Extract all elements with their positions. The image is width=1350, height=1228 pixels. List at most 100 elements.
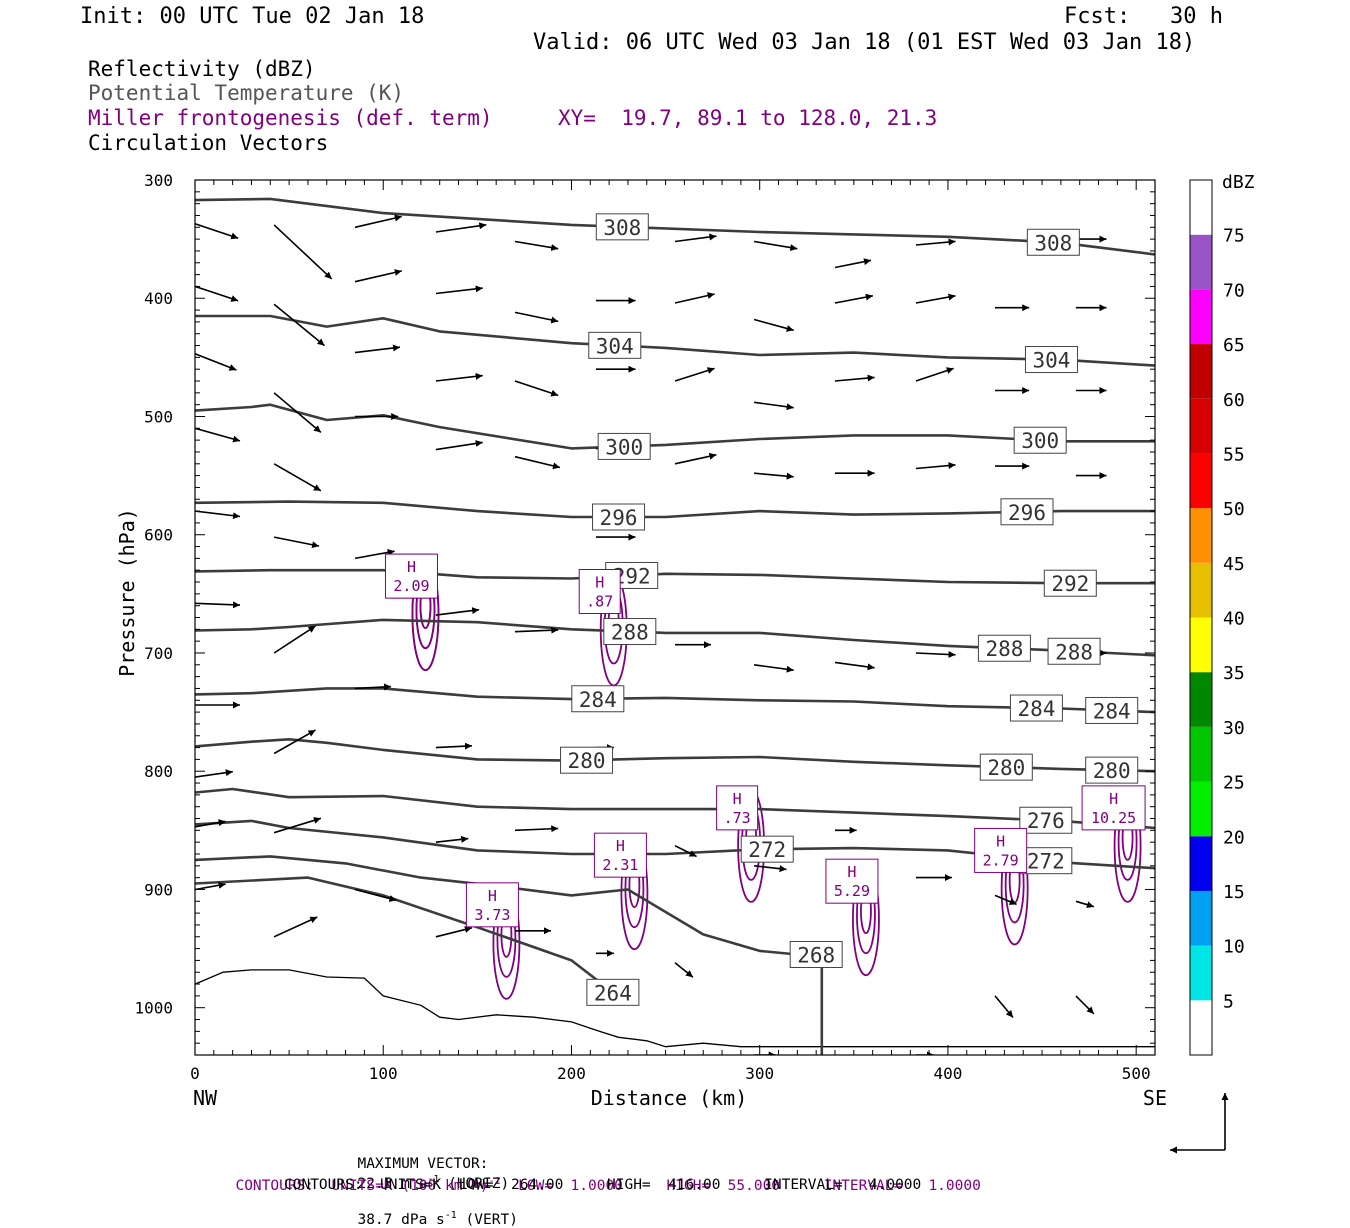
colorbar-frame — [1189, 179, 1213, 1056]
circulation-vector — [435, 285, 483, 295]
legend-circulation-vectors: Circulation Vectors — [88, 131, 329, 155]
theta-label-box — [1043, 569, 1097, 597]
theta-contour-label: 272 — [748, 838, 786, 862]
theta-contour-label: 296 — [1008, 501, 1046, 525]
terrain-line — [195, 969, 1155, 1048]
circulation-vector — [273, 224, 333, 280]
theta-label-box — [1019, 806, 1073, 834]
circulation-vector — [753, 318, 794, 332]
contour-units-exp: -1 — [488, 1176, 501, 1187]
circulation-vector — [354, 683, 392, 691]
theta-contour-296 — [195, 500, 1155, 519]
frontogenesis-max-h: H — [847, 863, 856, 881]
colorbar-segment — [1190, 1000, 1212, 1055]
forecast-hour: Fcst: 30 h — [1064, 4, 1223, 29]
circulation-vector — [195, 427, 241, 443]
theta-contour-264 — [195, 876, 614, 994]
circulation-vector — [514, 240, 559, 252]
frontogenesis-max-h: H — [1109, 790, 1118, 808]
legend-reflectivity: Reflectivity (dBZ) — [88, 57, 316, 81]
circulation-vector — [753, 664, 794, 673]
circulation-vector — [354, 888, 397, 902]
theta-contour-label: 288 — [611, 621, 649, 645]
circulation-vector — [834, 293, 873, 304]
frontogenesis-max-box — [593, 832, 647, 878]
theta-label-box — [1026, 228, 1080, 256]
max-horiz-unit: (HORIZ) — [439, 1175, 510, 1192]
circulation-vector — [273, 536, 320, 549]
circulation-vector — [195, 881, 226, 891]
colorbar-tick-label: 45 — [1223, 554, 1245, 575]
colorbar-segment — [1190, 945, 1212, 1001]
circulation-vector — [994, 995, 1014, 1019]
y-tick-label: 700 — [144, 644, 173, 663]
theta-contour-label: 284 — [1017, 697, 1055, 721]
frontogenesis-max-box — [825, 858, 879, 904]
theta-label-box — [979, 753, 1033, 781]
legend-miller-frontogenesis: Miller frontogenesis (def. term) — [88, 106, 493, 130]
theta-label-box — [977, 634, 1031, 662]
circulation-vector — [834, 258, 872, 269]
circulation-vector — [435, 440, 483, 451]
circulation-vector — [195, 819, 226, 828]
x-tick-label: 300 — [745, 1064, 774, 1083]
colorbar-tick-label: 70 — [1223, 280, 1245, 301]
frontogenesis-max-box — [1081, 785, 1146, 831]
theta-contour-label: 272 — [1027, 850, 1065, 874]
colorbar-tick-label: 30 — [1223, 718, 1245, 739]
terrain-layer — [195, 969, 1155, 1055]
y-tick-label: 500 — [144, 407, 173, 426]
colorbar-segment — [1190, 289, 1212, 345]
theta-label-box — [1024, 346, 1078, 374]
theta-contour-label: 288 — [1055, 640, 1093, 664]
frontogenesis-max-value: 2.31 — [602, 856, 638, 874]
circulation-vector — [674, 292, 715, 304]
colorbar-segment — [1190, 836, 1212, 891]
x-end-label-right: SE — [1143, 1086, 1167, 1110]
circulation-vector — [195, 601, 241, 609]
terrain-fill — [195, 969, 1155, 1055]
axes: 300 400 500 600 700 800 900 1000 0 100 200 300 400 50… — [115, 171, 1167, 1110]
colorbar-segment — [1190, 562, 1212, 618]
circulation-vector — [195, 223, 239, 240]
circulation-vector — [834, 374, 875, 382]
max-horiz-exp: -1 — [427, 1174, 440, 1185]
circulation-vector — [994, 894, 1017, 906]
theta-label-box — [603, 618, 657, 646]
circulation-vector — [354, 549, 395, 560]
x-tick-label: 400 — [933, 1064, 962, 1083]
circulation-vector — [435, 607, 480, 616]
frontogenesis-max-box — [974, 827, 1028, 873]
colorbar-segment — [1190, 453, 1212, 509]
colorbar-segment — [1190, 781, 1212, 837]
valid-time: Valid: 06 UTC Wed 03 Jan 18 (01 EST Wed … — [533, 30, 1196, 55]
circulation-vector — [195, 353, 237, 371]
theta-contour-label: 264 — [594, 981, 632, 1005]
circulation-vector — [514, 455, 561, 470]
frontogenesis-max-value: 2.79 — [983, 851, 1019, 869]
theta-label-box — [1013, 426, 1067, 454]
max-vert-exp: -1 — [444, 1209, 457, 1221]
theta-label-box — [597, 432, 651, 460]
colorbar-segment — [1190, 344, 1212, 399]
circulation-vector — [674, 233, 717, 243]
colorbar-segment — [1190, 672, 1212, 727]
legend-potential-temperature: Potential Temperature (K) — [88, 81, 405, 105]
circulation-vector — [514, 626, 559, 634]
frontogenesis-max-h: H — [996, 832, 1005, 850]
circulation-vector — [435, 835, 469, 843]
x-axis-label: Distance (km) — [591, 1086, 748, 1110]
frontogenesis-max-value: 3.73 — [474, 906, 510, 924]
colorbar-tick-label: 10 — [1223, 937, 1245, 958]
theta-contour-308 — [195, 197, 1155, 256]
circulation-vector — [915, 293, 956, 304]
y-tick-label: 800 — [144, 762, 173, 781]
contour-units-prefix: CONTOURS: UNITS=K (100 km h) — [235, 1177, 489, 1194]
theta-contour-276 — [195, 787, 1155, 830]
theta-contour-label: 284 — [1093, 699, 1131, 723]
circulation-vector — [435, 372, 483, 382]
max-vector-label: MAXIMUM VECTOR: — [357, 1156, 489, 1172]
theta-label-box — [1085, 756, 1139, 784]
init-time: Init: 00 UTC Tue 02 Jan 18 — [80, 4, 425, 29]
